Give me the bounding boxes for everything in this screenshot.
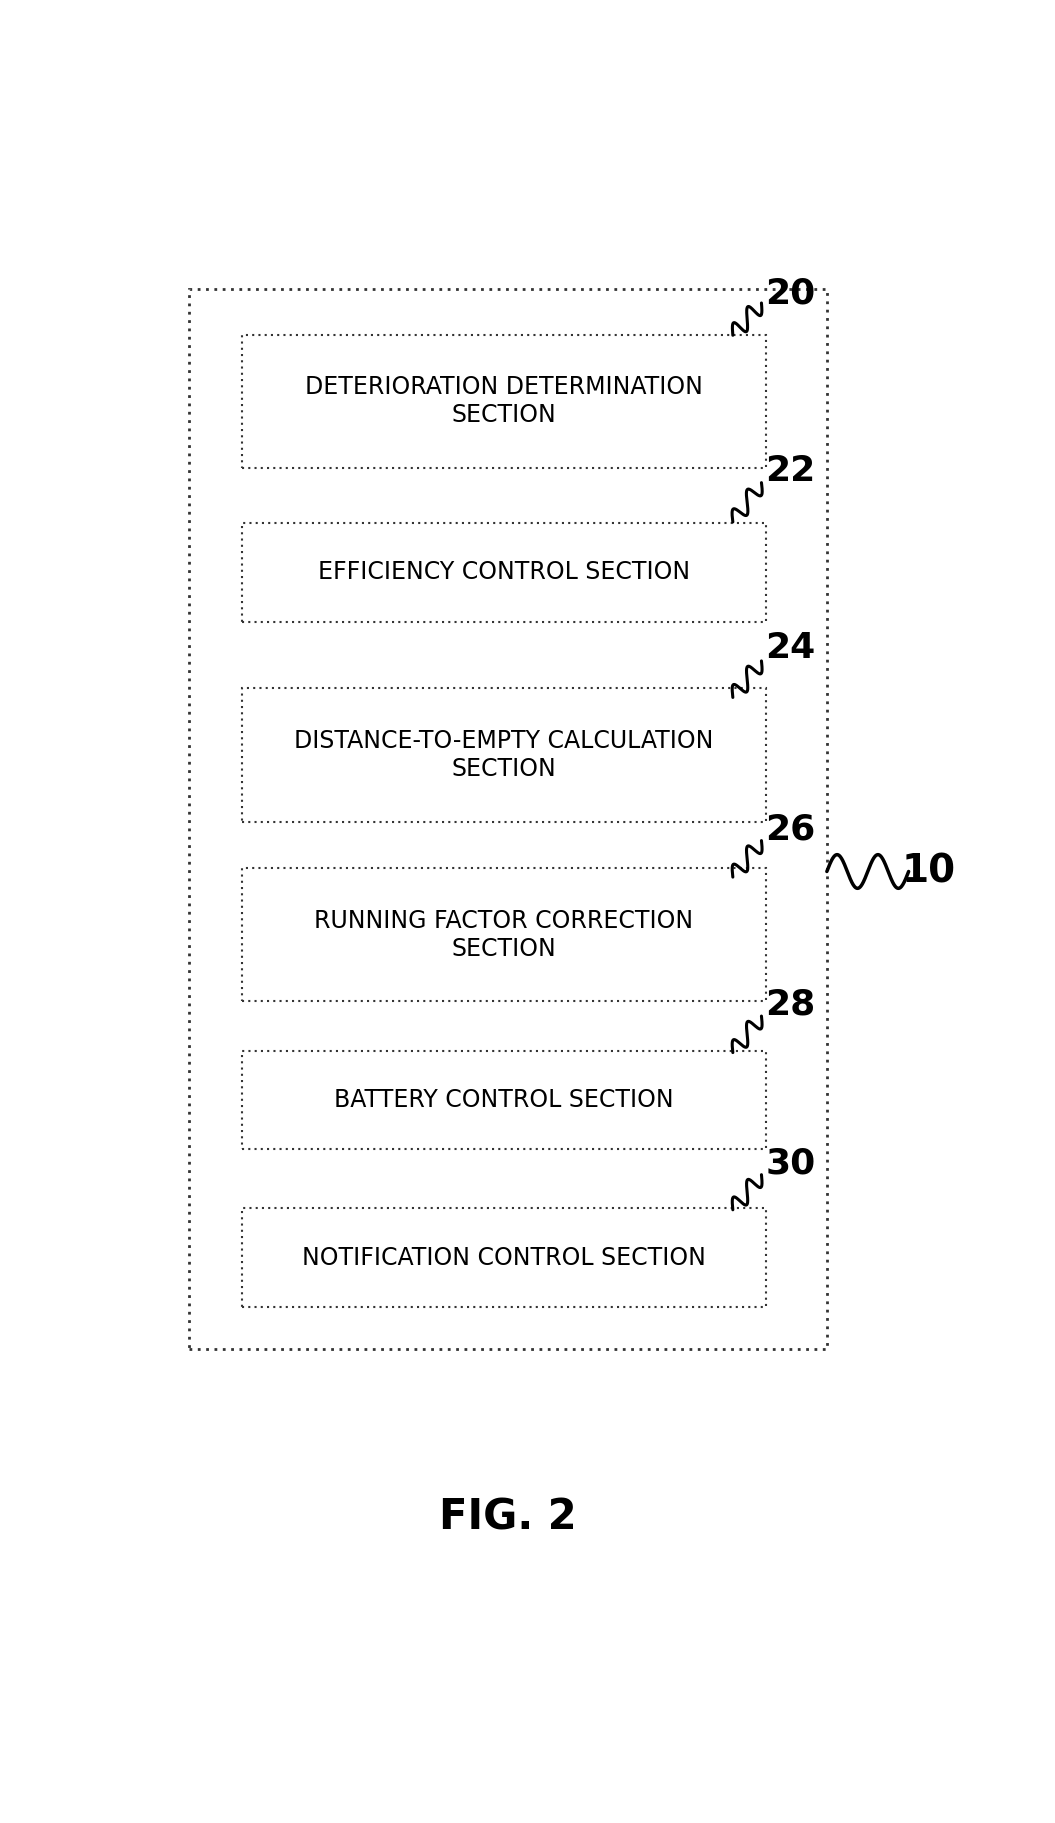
Text: RUNNING FACTOR CORRECTION
SECTION: RUNNING FACTOR CORRECTION SECTION [314,908,693,961]
FancyBboxPatch shape [243,523,766,622]
Text: 22: 22 [766,454,816,489]
FancyBboxPatch shape [243,1209,766,1307]
Text: DISTANCE-TO-EMPTY CALCULATION
SECTION: DISTANCE-TO-EMPTY CALCULATION SECTION [294,729,713,780]
FancyBboxPatch shape [243,868,766,1001]
FancyBboxPatch shape [189,288,827,1349]
Text: NOTIFICATION CONTROL SECTION: NOTIFICATION CONTROL SECTION [302,1245,706,1269]
Text: 26: 26 [766,813,816,846]
Text: BATTERY CONTROL SECTION: BATTERY CONTROL SECTION [334,1088,674,1112]
FancyBboxPatch shape [243,335,766,469]
Text: FIG. 2: FIG. 2 [439,1497,577,1539]
Text: 28: 28 [766,988,816,1021]
Text: 30: 30 [766,1147,816,1179]
Text: 24: 24 [766,631,816,665]
Text: 20: 20 [766,275,816,310]
FancyBboxPatch shape [243,689,766,822]
Text: 10: 10 [902,853,956,890]
Text: DETERIORATION DETERMINATION
SECTION: DETERIORATION DETERMINATION SECTION [305,376,703,427]
FancyBboxPatch shape [243,1052,766,1150]
Text: EFFICIENCY CONTROL SECTION: EFFICIENCY CONTROL SECTION [318,560,690,585]
